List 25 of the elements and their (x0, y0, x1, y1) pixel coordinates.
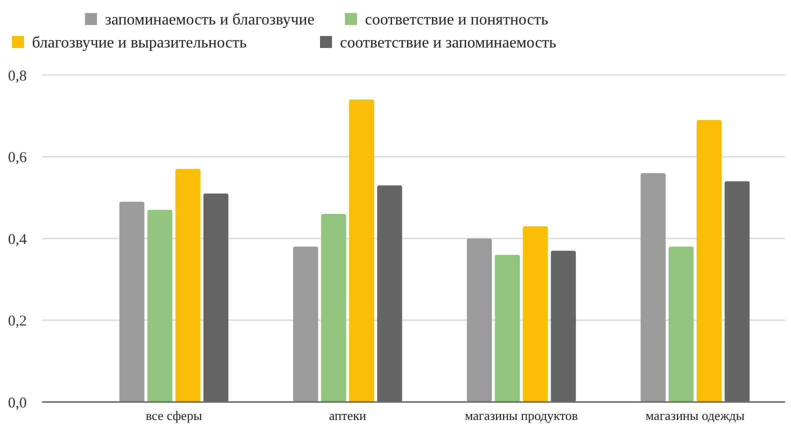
bar (119, 202, 144, 402)
bar (293, 246, 318, 402)
bar (466, 238, 492, 402)
bar (147, 210, 172, 402)
x-tick-label: аптеки (328, 408, 366, 423)
y-tick-label: 0,8 (8, 68, 27, 84)
bar (349, 100, 374, 402)
x-tick-label: магазины продуктов (464, 408, 578, 423)
legend-label: благозвучие и выразительность (32, 34, 247, 52)
bar (696, 120, 722, 402)
x-tick-label: магазины одежды (646, 408, 745, 423)
y-tick-label: 0,0 (8, 395, 27, 412)
x-tick-label: все сферы (146, 408, 202, 423)
legend-label: запоминаемость и благозвучие (105, 12, 314, 29)
legend-label: соответствие и запоминаемость (340, 34, 556, 52)
bar (522, 226, 548, 402)
bar (640, 173, 666, 402)
y-tick-label: 0,6 (8, 150, 28, 166)
legend-label: соответствие и понятность (365, 12, 548, 29)
bar (175, 169, 200, 402)
y-tick-label: 0,2 (8, 314, 27, 330)
y-tick-label: 0,4 (8, 232, 28, 248)
bar (321, 214, 346, 402)
bar (668, 246, 694, 402)
bar (494, 254, 520, 402)
